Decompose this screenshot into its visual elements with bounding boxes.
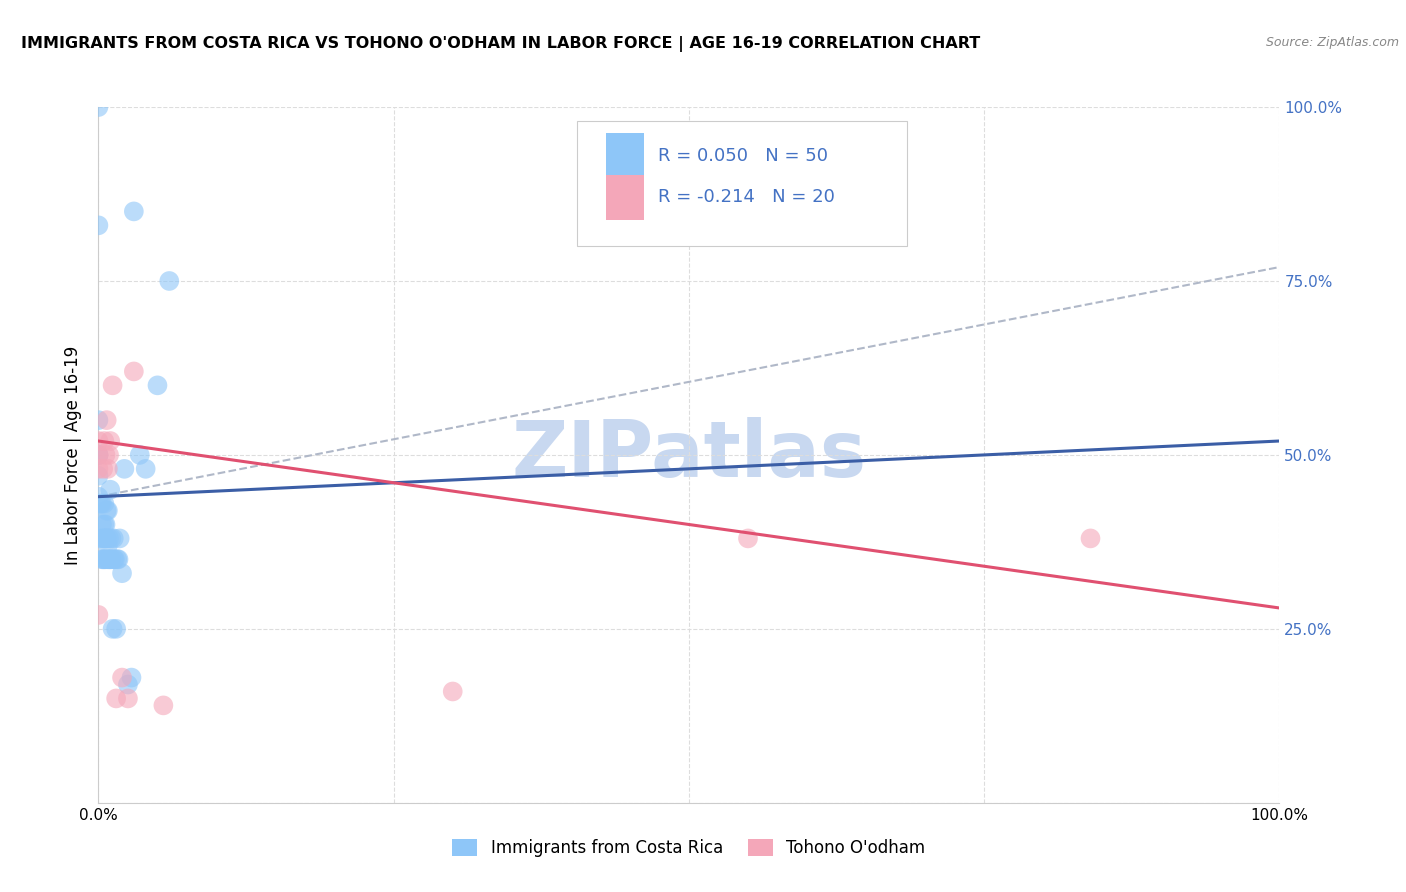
Point	[87, 413, 110, 427]
Text: ZIPatlas: ZIPatlas	[512, 417, 866, 493]
Point	[96, 532, 118, 546]
Legend: Immigrants from Costa Rica, Tohono O'odham: Immigrants from Costa Rica, Tohono O'odh…	[446, 832, 932, 864]
Point	[112, 462, 135, 476]
Point	[105, 552, 128, 566]
Point	[97, 538, 120, 552]
Point	[90, 532, 112, 546]
Point	[87, 607, 110, 622]
Point	[87, 448, 110, 462]
Point	[97, 552, 120, 566]
Point	[107, 552, 129, 566]
Point	[152, 698, 174, 713]
FancyBboxPatch shape	[606, 175, 644, 220]
Point	[98, 552, 121, 566]
Text: R = -0.214   N = 20: R = -0.214 N = 20	[658, 188, 835, 206]
Point	[91, 497, 114, 511]
Point	[94, 532, 117, 546]
Point	[87, 434, 110, 448]
Point	[101, 378, 124, 392]
Point	[93, 517, 115, 532]
Point	[91, 552, 114, 566]
Point	[87, 219, 110, 233]
Point	[111, 566, 134, 581]
Point	[101, 622, 124, 636]
Point	[146, 378, 169, 392]
Point	[1080, 532, 1102, 546]
Point	[98, 532, 121, 546]
Point	[87, 448, 110, 462]
Point	[94, 552, 117, 566]
Point	[87, 448, 110, 462]
Point	[103, 552, 125, 566]
Point	[94, 517, 117, 532]
Point	[93, 532, 115, 546]
Point	[121, 671, 143, 685]
FancyBboxPatch shape	[606, 133, 644, 178]
Point	[97, 503, 120, 517]
Point	[87, 490, 110, 504]
Point	[91, 552, 114, 566]
Text: IMMIGRANTS FROM COSTA RICA VS TOHONO O'ODHAM IN LABOR FORCE | AGE 16-19 CORRELAT: IMMIGRANTS FROM COSTA RICA VS TOHONO O'O…	[21, 36, 980, 52]
Point	[91, 462, 114, 476]
Text: R = 0.050   N = 50: R = 0.050 N = 50	[658, 147, 828, 165]
Point	[87, 448, 110, 462]
Point	[122, 364, 145, 378]
FancyBboxPatch shape	[576, 121, 907, 246]
Point	[96, 413, 118, 427]
Point	[441, 684, 464, 698]
Point	[105, 691, 128, 706]
Point	[93, 497, 115, 511]
Point	[98, 552, 121, 566]
Point	[104, 552, 127, 566]
Point	[87, 100, 110, 114]
Point	[90, 497, 112, 511]
Point	[87, 462, 110, 476]
Point	[91, 517, 114, 532]
Point	[135, 462, 157, 476]
Point	[157, 274, 180, 288]
Point	[98, 434, 121, 448]
Point	[128, 448, 150, 462]
Point	[98, 448, 121, 462]
Point	[98, 483, 121, 497]
Point	[103, 532, 125, 546]
Point	[111, 671, 134, 685]
Text: Source: ZipAtlas.com: Source: ZipAtlas.com	[1265, 36, 1399, 49]
Point	[93, 434, 115, 448]
Point	[100, 552, 122, 566]
Point	[93, 552, 115, 566]
Point	[91, 532, 114, 546]
Point	[87, 468, 110, 483]
Point	[117, 691, 139, 706]
Point	[105, 622, 128, 636]
Point	[108, 532, 131, 546]
Y-axis label: In Labor Force | Age 16-19: In Labor Force | Age 16-19	[65, 345, 83, 565]
Point	[97, 462, 120, 476]
Point	[100, 532, 122, 546]
Point	[117, 677, 139, 691]
Point	[96, 503, 118, 517]
Point	[122, 204, 145, 219]
Point	[737, 532, 759, 546]
Point	[94, 448, 117, 462]
